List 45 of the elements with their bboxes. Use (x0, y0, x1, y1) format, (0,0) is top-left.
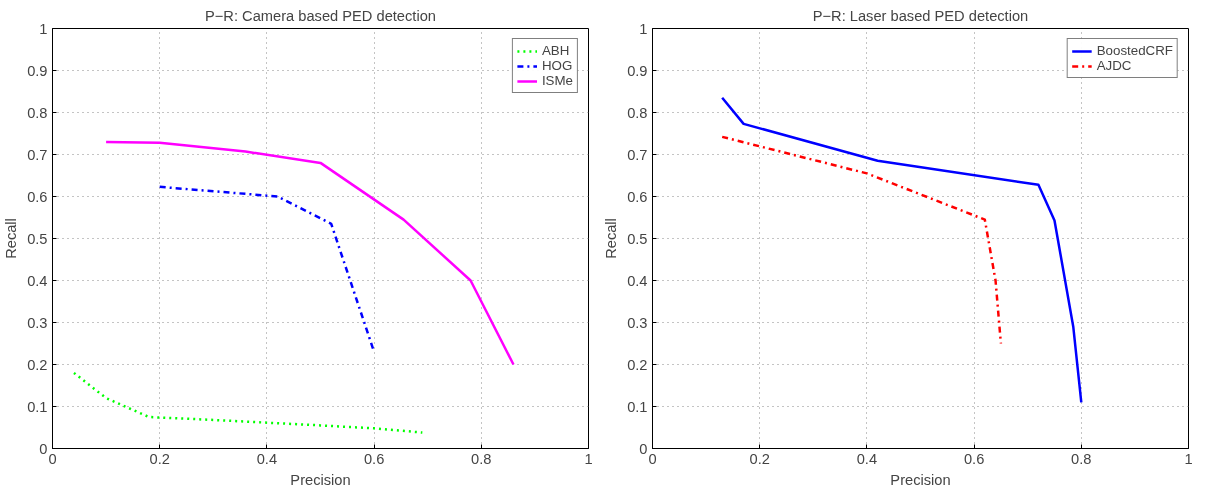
x-tick-label: 0.8 (471, 450, 492, 467)
y-tick-label: 0.5 (27, 230, 48, 247)
y-tick-label: 0.2 (627, 356, 648, 373)
y-tick-label: 0.4 (627, 272, 648, 289)
x-tick-label: 0.6 (963, 450, 985, 467)
y-axis-title: Recall (603, 218, 620, 259)
y-tick-label: 0.3 (27, 314, 48, 331)
y-tick-label: 1 (39, 20, 48, 37)
y-tick-label: 0.7 (627, 146, 648, 163)
y-tick-label: 0.6 (27, 188, 48, 205)
x-tick-label: 0.2 (749, 450, 770, 467)
y-tick-label: 0.4 (27, 272, 48, 289)
line-series (72, 371, 424, 434)
x-tick-label: 0.4 (856, 450, 878, 467)
legend-label: ISMe (541, 73, 573, 88)
x-tick-label: 0.6 (363, 450, 385, 467)
x-tick-label: 0.4 (256, 450, 278, 467)
y-tick-label: 0.7 (27, 146, 48, 163)
y-tick-label: 0.9 (27, 62, 48, 79)
legend-label: HOG (541, 58, 573, 73)
y-tick-label: 0.3 (627, 314, 648, 331)
line-series (720, 96, 1083, 404)
chart-title: P−R: Camera based PED detection (205, 7, 436, 24)
y-tick-label: 0.6 (627, 188, 648, 205)
x-axis-title: Precision (290, 471, 351, 488)
y-tick-label: 0.2 (27, 356, 48, 373)
y-tick-label: 1 (639, 20, 648, 37)
y-tick-label: 0.5 (627, 230, 648, 247)
y-tick-label: 0.9 (627, 62, 648, 79)
legend-label: ABH (541, 43, 570, 58)
x-tick-label: 1 (1184, 450, 1193, 467)
y-tick-label: 0.8 (27, 104, 48, 121)
y-tick-label: 0.1 (27, 398, 48, 415)
x-tick-label: 0.2 (149, 450, 170, 467)
legend-label: BoostedCRF (1096, 43, 1173, 58)
line-series (104, 140, 515, 366)
x-tick-label: 1 (584, 450, 593, 467)
y-axis-title: Recall (3, 218, 20, 259)
legend-label: AJDC (1096, 58, 1132, 73)
y-tick-label: 0.1 (627, 398, 648, 415)
x-axis-title: Precision (890, 471, 951, 488)
chart-title: P−R: Laser based PED detection (812, 7, 1029, 24)
y-tick-label: 0.8 (627, 104, 648, 121)
line-series (720, 135, 1003, 345)
x-tick-label: 0.8 (1071, 450, 1092, 467)
